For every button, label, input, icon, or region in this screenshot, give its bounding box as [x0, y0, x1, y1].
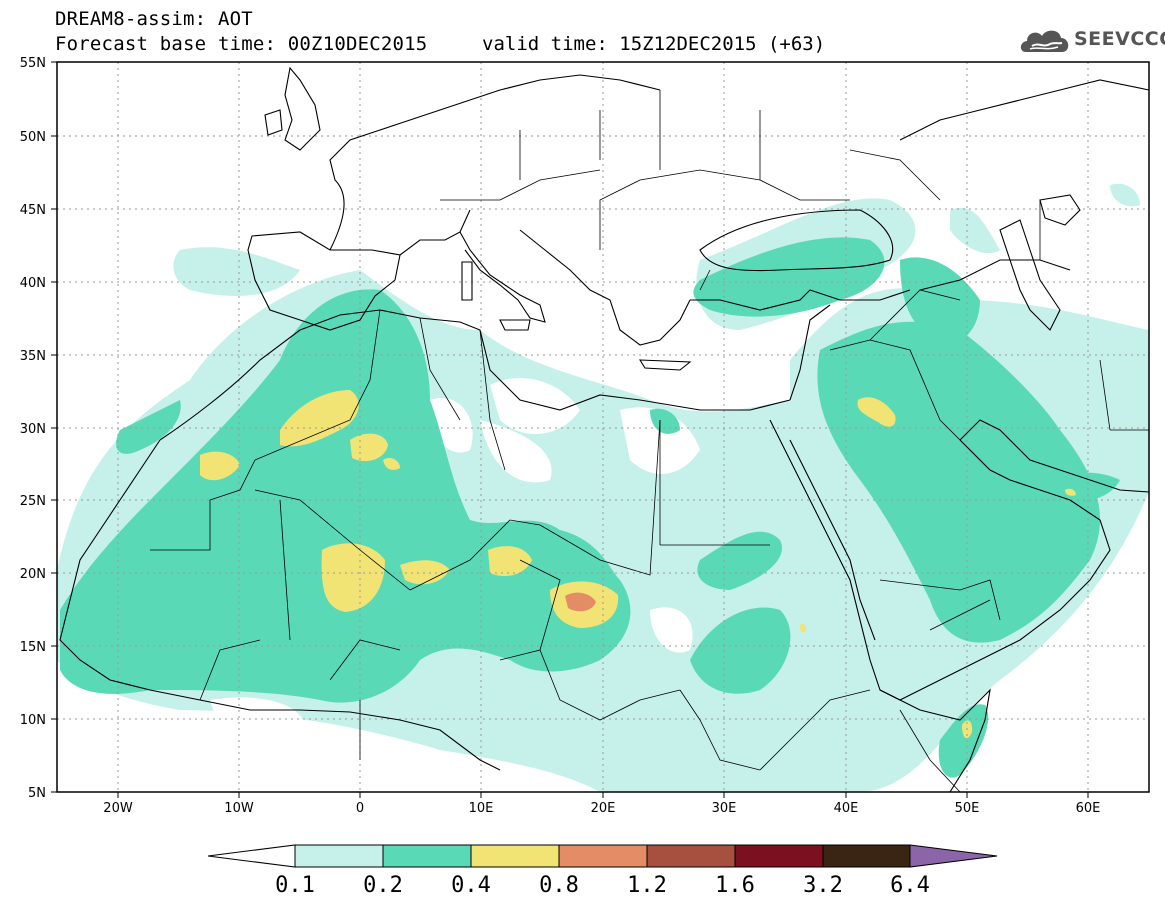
colorbar-arrow-high [909, 844, 998, 868]
lon-label: 20W [103, 801, 133, 816]
lat-label: 25N [20, 494, 46, 509]
colorbar-segment [558, 844, 648, 868]
lat-label: 20N [20, 567, 46, 582]
colorbar-label: 1.6 [715, 873, 755, 898]
lat-label: 55N [20, 56, 46, 71]
colorbar-segment [382, 844, 472, 868]
lat-label: 50N [20, 130, 46, 145]
lat-label: 10N [20, 713, 46, 728]
lat-label: 35N [20, 349, 46, 364]
lon-label: 50E [955, 801, 980, 816]
lon-label: 10W [224, 801, 254, 816]
seevccc-logo: SEEVCCC [1018, 24, 1165, 58]
colorbar-segment [470, 844, 560, 868]
lat-label: 30N [20, 422, 46, 437]
graticule [57, 62, 1149, 792]
colorbar-label: 0.8 [539, 873, 579, 898]
colorbar-label: 3.2 [803, 873, 843, 898]
colorbar-label: 0.4 [451, 873, 491, 898]
valid-time: valid time: 15Z12DEC2015 (+63) [482, 33, 826, 55]
colorbar-label: 0.1 [275, 873, 315, 898]
lon-label: 60E [1076, 801, 1101, 816]
forecast-base-time: Forecast base time: 00Z10DEC2015 [55, 33, 428, 55]
lat-label: 5N [28, 786, 46, 801]
colorbar-segment [822, 844, 911, 868]
map-title: DREAM8-assim: AOT [55, 8, 253, 30]
colorbar [207, 844, 998, 868]
longitude-labels: 20W 10W 0 10E 20E 30E 40E 50E 60E [103, 801, 1100, 816]
colorbar-arrow-low [207, 844, 296, 868]
aot-field [57, 183, 1149, 792]
lon-label: 10E [469, 801, 494, 816]
lat-label: 15N [20, 640, 46, 655]
latitude-labels: 55N 50N 45N 40N 35N 30N 25N 20N 15N 10N … [20, 56, 46, 801]
colorbar-label: 6.4 [890, 873, 930, 898]
aot-contour-yellow [200, 390, 1076, 739]
colorbar-label: 0.2 [363, 873, 403, 898]
lon-label: 40E [834, 801, 859, 816]
lon-label: 20E [591, 801, 616, 816]
lon-label: 30E [712, 801, 737, 816]
cloud-icon [1020, 30, 1069, 52]
axis-ticks [51, 61, 1089, 798]
aot-contour-orange [565, 592, 596, 612]
lat-label: 45N [20, 203, 46, 218]
aot-contour-green [60, 237, 1120, 778]
colorbar-segment [646, 844, 736, 868]
country-borders [150, 90, 1149, 792]
lon-label: 0 [356, 801, 364, 816]
colorbar-label: 1.2 [627, 873, 667, 898]
logo-text: SEEVCCC [1074, 28, 1165, 50]
colorbar-segment [294, 844, 384, 868]
lat-label: 40N [20, 276, 46, 291]
colorbar-segment [734, 844, 824, 868]
coastlines [59, 66, 1149, 792]
